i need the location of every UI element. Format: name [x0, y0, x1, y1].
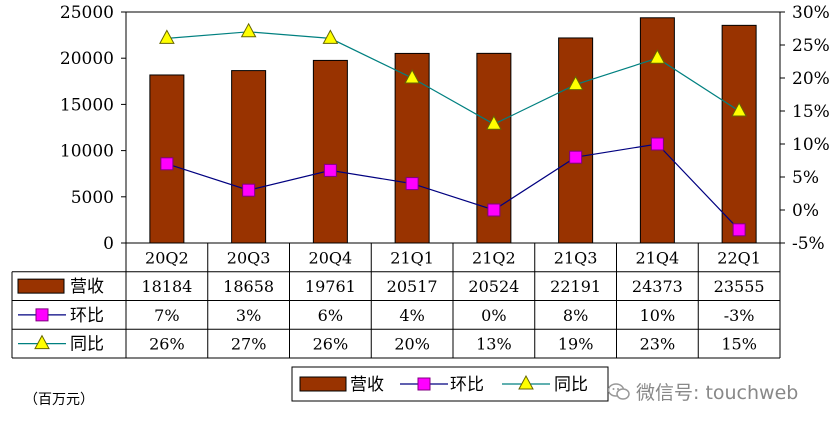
- table-cell: 20524: [468, 277, 519, 296]
- bar-revenue-22Q1: [721, 24, 757, 244]
- category-label: 21Q3: [554, 248, 598, 267]
- table-cell: 23%: [640, 335, 676, 354]
- mom-point-21Q1: [405, 177, 419, 191]
- left-tick-label: 5000: [71, 188, 114, 208]
- legend-key-mom-marker: [417, 377, 431, 391]
- category-label: 20Q4: [309, 248, 353, 267]
- table-cell: 18184: [141, 277, 192, 296]
- table-cell: 15%: [721, 335, 757, 354]
- table-cell: 18658: [223, 277, 274, 296]
- table-cell: 23555: [714, 277, 765, 296]
- watermark-text: 微信号: touchweb: [636, 382, 799, 404]
- left-tick-label: 15000: [60, 95, 114, 115]
- table-cell: -3%: [724, 306, 755, 325]
- yoy-point-20Q3: [240, 22, 257, 38]
- bar-revenue-21Q3: [558, 37, 594, 244]
- mom-line: [166, 143, 740, 231]
- left-tick-label: 25000: [60, 3, 114, 23]
- right-tick-label: 0%: [792, 201, 819, 221]
- table-cell: 0%: [481, 306, 506, 325]
- legend-key-revenue: [299, 376, 347, 392]
- table-cell: 10%: [640, 306, 676, 325]
- table-cell: 26%: [313, 335, 349, 354]
- mom-point-20Q3: [242, 183, 256, 197]
- bar-revenue-20Q3: [231, 70, 267, 244]
- table-cell: 6%: [318, 306, 343, 325]
- left-tick-label: 20000: [60, 49, 114, 69]
- key-yoy-marker: [34, 334, 50, 350]
- row-header: 同比: [70, 335, 104, 355]
- bar-revenue-21Q2: [476, 52, 512, 244]
- legend: 营收 环比 同比: [291, 366, 609, 402]
- row-header: 营收: [70, 277, 104, 297]
- mom-point-22Q1: [732, 223, 746, 237]
- table-cell: 4%: [399, 306, 424, 325]
- left-tick-label: 10000: [60, 142, 114, 162]
- plot-frame: [125, 11, 781, 244]
- right-tick-label: 10%: [792, 135, 830, 155]
- right-tick-label: 20%: [792, 69, 830, 89]
- mom-point-21Q2: [487, 203, 501, 217]
- right-tick-label: 15%: [792, 102, 830, 122]
- category-label: 21Q2: [472, 248, 516, 267]
- row-header: 环比: [70, 306, 104, 326]
- table-cell: 3%: [236, 306, 261, 325]
- yoy-point-21Q4: [649, 49, 666, 64]
- right-tick-label: 5%: [792, 168, 819, 188]
- yoy-line: [166, 31, 740, 125]
- table-cell: 13%: [476, 335, 512, 354]
- table-cell: 22191: [550, 277, 601, 296]
- bar-revenue-20Q4: [312, 59, 348, 244]
- left-tick-label: 0: [103, 234, 114, 254]
- right-tick-label: 25%: [792, 36, 830, 56]
- mom-point-21Q3: [569, 150, 583, 164]
- category-label: 20Q2: [145, 248, 189, 267]
- mom-point-20Q2: [160, 157, 174, 171]
- bar-layer: [149, 17, 757, 244]
- legend-key-yoy-marker: [518, 374, 534, 390]
- legend-label-mom: 环比: [450, 375, 484, 395]
- yoy-point-20Q4: [322, 29, 339, 44]
- table-cell: 24373: [632, 277, 683, 296]
- category-label: 21Q1: [390, 248, 434, 267]
- right-tick-label: -5%: [792, 234, 825, 254]
- bar-revenue-21Q4: [639, 17, 675, 244]
- key-revenue: [17, 278, 65, 294]
- legend-label-revenue: 营收: [350, 375, 384, 395]
- right-tick-label: 30%: [792, 3, 830, 23]
- category-label: 20Q3: [227, 248, 271, 267]
- yoy-point-22Q1: [731, 101, 747, 117]
- data-table: 20Q2 20Q3 20Q4 21Q1 21Q2 21Q3 21Q4 22Q1 营收 18184 1…: [11, 243, 781, 359]
- yoy-point-20Q2: [159, 29, 175, 44]
- category-label: 22Q1: [717, 248, 761, 267]
- table-cell: 26%: [149, 335, 185, 354]
- yoy-point-21Q2: [486, 115, 502, 130]
- key-mom-marker: [35, 308, 49, 322]
- watermark: 微信号: touchweb: [608, 378, 798, 405]
- table-cell: 7%: [154, 306, 179, 325]
- wechat-icon: [608, 382, 630, 400]
- legend-label-yoy: 同比: [554, 375, 588, 395]
- table-cell: 20%: [394, 335, 430, 354]
- plot-area: [125, 11, 781, 244]
- yoy-point-21Q3: [567, 75, 584, 91]
- table-cell: 27%: [231, 335, 267, 354]
- category-label: 21Q4: [636, 248, 680, 267]
- table-cell: 19761: [305, 277, 356, 296]
- table-cell: 19%: [558, 335, 594, 354]
- axes-layer: 0 5000 10000 15000 20000 25000 -5% 0% 5% 10% 15% 20…: [60, 3, 830, 254]
- yoy-point-21Q1: [404, 68, 420, 84]
- table-cell: 8%: [563, 306, 588, 325]
- mom-point-21Q4: [650, 137, 664, 151]
- table-cell: 20517: [387, 277, 438, 296]
- line-layer: [159, 22, 747, 237]
- unit-label: （百万元）: [24, 392, 94, 408]
- mom-point-20Q4: [323, 163, 337, 177]
